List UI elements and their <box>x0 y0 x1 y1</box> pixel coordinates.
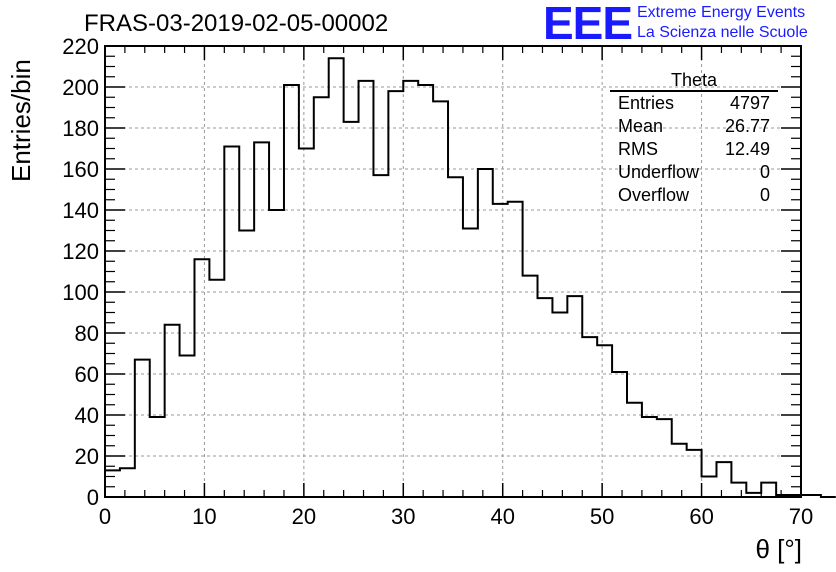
histogram-bin <box>254 142 269 497</box>
stats-label: RMS <box>618 139 658 159</box>
histogram-bin <box>284 85 299 497</box>
histogram-bin <box>433 101 448 497</box>
stats-label: Mean <box>618 116 664 136</box>
y-tick-label: 140 <box>62 198 99 223</box>
histogram-bin <box>508 202 523 497</box>
x-tick-label: 50 <box>590 504 614 529</box>
histogram-bin <box>209 280 224 497</box>
histogram-bin <box>642 417 657 497</box>
histogram-bin <box>105 470 120 497</box>
y-tick-label: 160 <box>62 157 99 182</box>
axis-ticks <box>104 45 802 498</box>
histogram-outline <box>104 57 836 498</box>
histogram-bin <box>612 372 627 497</box>
stats-label: Entries <box>618 93 675 113</box>
histogram-bin <box>523 276 538 497</box>
stats-value: 12.49 <box>724 139 770 159</box>
histogram-bin <box>150 417 165 497</box>
stats-value: 26.77 <box>724 116 770 136</box>
x-tick-label: 0 <box>99 504 111 529</box>
eee-logo: EEE <box>543 0 633 49</box>
y-tick-label: 80 <box>75 321 99 346</box>
histogram-bin <box>627 403 642 497</box>
stats-label: Underflow <box>618 162 700 182</box>
y-tick-label: 40 <box>75 403 99 428</box>
histogram-bin <box>493 204 508 497</box>
y-tick-label: 60 <box>75 362 99 387</box>
stats-row-entries: Entries 4797 <box>610 92 778 115</box>
histogram-bin <box>403 81 418 497</box>
histogram-bin <box>567 296 582 497</box>
histogram-bin <box>373 175 388 497</box>
histogram-bin <box>657 419 672 497</box>
stats-box: Theta Entries 4797 Mean 26.77 RMS 12.49 … <box>610 70 778 207</box>
histogram-bin <box>582 337 597 497</box>
histogram-bin <box>359 81 374 497</box>
grid-lines <box>105 46 801 497</box>
histogram-bin <box>597 345 612 497</box>
stats-value: 0 <box>759 162 770 182</box>
histogram-bin <box>418 85 433 497</box>
histogram-bin <box>716 462 731 497</box>
histogram-bin <box>314 97 329 497</box>
histogram-bin <box>135 360 150 497</box>
histogram-bin <box>552 313 567 498</box>
histogram-bin <box>329 58 344 497</box>
stats-label: Overflow <box>618 185 690 205</box>
x-tick-label: 30 <box>391 504 415 529</box>
stats-value: 4797 <box>729 93 770 113</box>
stats-title: Theta <box>610 70 778 92</box>
stats-row-overflow: Overflow 0 <box>610 184 778 207</box>
x-tick-label: 20 <box>292 504 316 529</box>
histogram-bin <box>299 149 314 498</box>
histogram-bin <box>687 450 702 497</box>
histogram-bin <box>194 259 209 497</box>
histogram-bin <box>224 146 239 497</box>
histogram-bin <box>448 177 463 497</box>
stats-row-rms: RMS 12.49 <box>610 138 778 161</box>
y-tick-label: 120 <box>62 239 99 264</box>
tick-labels: 0 10 20 30 40 50 60 70 0 20 40 60 80 100 120 140 160 180 2… <box>62 34 813 529</box>
logo-caption: Extreme Energy Events La Scienza nelle S… <box>637 3 808 43</box>
x-tick-label: 40 <box>490 504 514 529</box>
x-axis-label: θ [°] <box>755 534 802 564</box>
histogram-bin <box>672 444 687 497</box>
y-tick-label: 100 <box>62 280 99 305</box>
y-tick-label: 180 <box>62 116 99 141</box>
histogram-bin <box>761 483 776 497</box>
histogram-bin <box>538 298 553 497</box>
histogram-bin <box>731 483 746 497</box>
stats-value: 0 <box>759 185 770 205</box>
histogram-bin <box>344 122 359 497</box>
histogram-bin <box>180 356 195 497</box>
x-tick-label: 10 <box>192 504 216 529</box>
histogram-bin <box>463 228 478 497</box>
histogram-bin <box>702 477 717 498</box>
histogram-bin <box>269 210 284 497</box>
y-axis-label: Entries/bin <box>6 59 36 182</box>
y-tick-label: 20 <box>75 444 99 469</box>
histogram-bin <box>120 468 135 497</box>
x-tick-label: 60 <box>689 504 713 529</box>
logo-caption-line2: La Scienza nelle Scuole <box>637 24 808 41</box>
y-tick-label: 220 <box>62 34 99 59</box>
y-tick-label: 0 <box>87 485 99 510</box>
histogram-series <box>104 57 836 498</box>
stats-row-underflow: Underflow 0 <box>610 161 778 184</box>
histogram-bin <box>165 325 180 497</box>
y-tick-label: 200 <box>62 75 99 100</box>
histogram-bin <box>388 91 403 497</box>
stats-row-mean: Mean 26.77 <box>610 115 778 138</box>
chart-title: FRAS-03-2019-02-05-00002 <box>84 10 389 37</box>
x-tick-label: 70 <box>789 504 813 529</box>
logo-caption-line1: Extreme Energy Events <box>637 4 806 21</box>
histogram-bin <box>239 231 254 498</box>
